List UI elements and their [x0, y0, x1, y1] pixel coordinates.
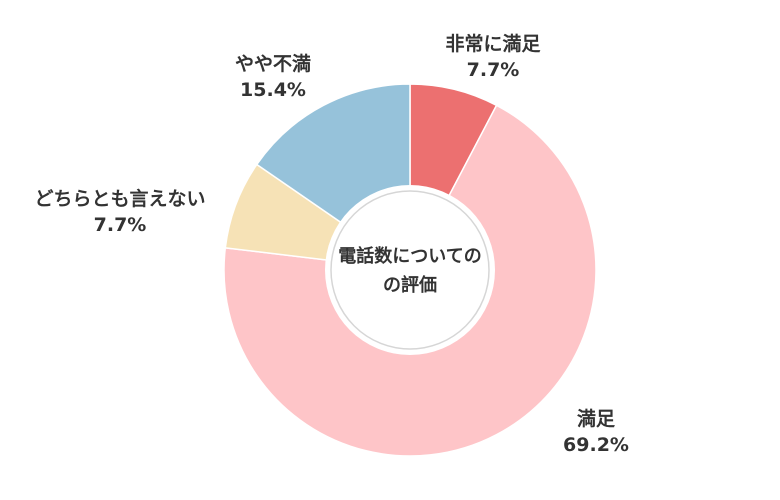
slice-label-very-satisfied: 非常に満足 [445, 32, 541, 55]
center-title-line-2: の評価 [383, 274, 437, 296]
slice-label-satisfied: 満足 [577, 408, 616, 430]
center-inner-ring [330, 190, 490, 350]
donut-hole [325, 185, 495, 355]
slice-labels: 非常に満足 7.7% 満足 69.2% どちらとも言えない 7.7% やや不満 15.4% [34, 32, 628, 456]
slice-value-very-satisfied: 7.7% [467, 59, 520, 81]
center-title-line-1: 電話数についての [338, 245, 481, 267]
slice-value-satisfied: 69.2% [563, 434, 629, 456]
slice-value-neutral: 7.7% [94, 214, 147, 236]
slice-label-somewhat-dissatisfied: やや不満 [235, 53, 311, 75]
slice-label-neutral: どちらとも言えない [34, 187, 205, 210]
slice-value-somewhat-dissatisfied: 15.4% [240, 79, 306, 101]
